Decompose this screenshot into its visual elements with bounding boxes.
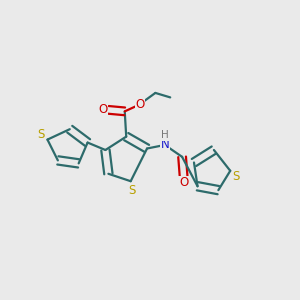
Text: S: S: [37, 128, 45, 141]
Text: H: H: [161, 130, 169, 140]
Text: O: O: [179, 176, 188, 189]
Text: O: O: [135, 98, 145, 111]
Text: S: S: [232, 170, 240, 183]
Text: N: N: [160, 138, 169, 152]
Text: S: S: [128, 184, 136, 196]
Text: O: O: [98, 103, 108, 116]
